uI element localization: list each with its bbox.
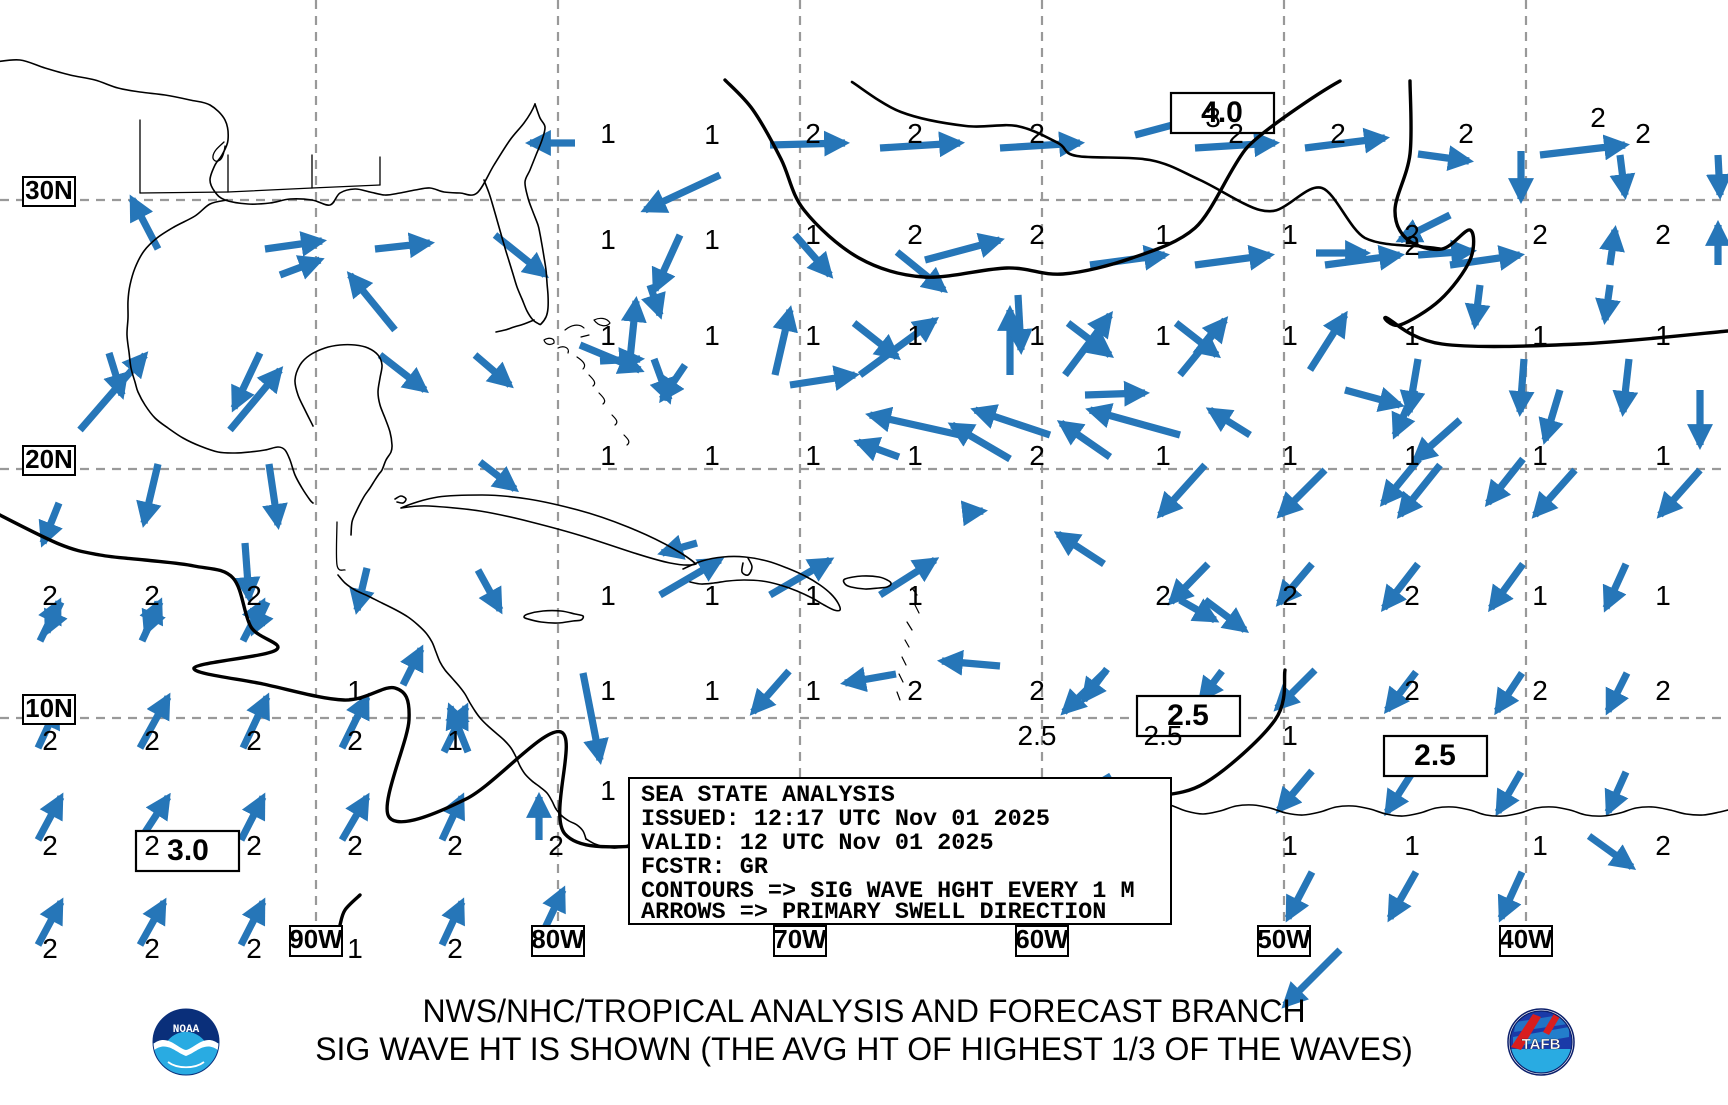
svg-text:2: 2 [42, 933, 58, 964]
svg-text:2: 2 [1029, 219, 1045, 250]
svg-text:2.5: 2.5 [1144, 720, 1183, 751]
svg-text:1: 1 [600, 440, 616, 471]
svg-text:1: 1 [805, 440, 821, 471]
svg-text:1: 1 [1655, 580, 1671, 611]
svg-text:2: 2 [42, 830, 58, 861]
svg-text:1: 1 [1282, 320, 1298, 351]
svg-text:2: 2 [347, 725, 363, 756]
svg-text:1: 1 [1404, 830, 1420, 861]
svg-text:1: 1 [805, 675, 821, 706]
svg-text:2: 2 [1404, 675, 1420, 706]
svg-text:2: 2 [144, 580, 160, 611]
svg-text:1: 1 [805, 219, 821, 250]
svg-text:1: 1 [704, 440, 720, 471]
svg-text:1: 1 [600, 775, 616, 806]
svg-text:1: 1 [907, 440, 923, 471]
svg-text:2: 2 [907, 219, 923, 250]
svg-text:2: 2 [347, 830, 363, 861]
svg-text:2: 2 [144, 725, 160, 756]
svg-text:2: 2 [1029, 675, 1045, 706]
svg-text:1: 1 [347, 933, 363, 964]
svg-text:2: 2 [144, 933, 160, 964]
svg-text:1: 1 [1282, 830, 1298, 861]
svg-text:1: 1 [1155, 440, 1171, 471]
svg-text:90W: 90W [289, 924, 343, 954]
svg-text:20N: 20N [25, 444, 73, 474]
svg-text:TAFB: TAFB [1522, 1036, 1561, 1053]
svg-text:1: 1 [1532, 830, 1548, 861]
svg-text:2: 2 [447, 933, 463, 964]
svg-text:2.5: 2.5 [1018, 720, 1057, 751]
svg-text:2: 2 [1655, 675, 1671, 706]
svg-text:1: 1 [1282, 720, 1298, 751]
svg-text:FCSTR: GR: FCSTR: GR [641, 854, 769, 881]
svg-text:70W: 70W [773, 924, 827, 954]
svg-text:1: 1 [1532, 580, 1548, 611]
svg-text:1: 1 [600, 675, 616, 706]
svg-text:1: 1 [704, 224, 720, 255]
svg-text:1: 1 [907, 580, 923, 611]
svg-text:2: 2 [42, 580, 58, 611]
svg-text:2: 2 [1404, 580, 1420, 611]
svg-text:SIG WAVE HT IS SHOWN (THE AVG: SIG WAVE HT IS SHOWN (THE AVG HT OF HIGH… [315, 1031, 1413, 1067]
svg-text:1: 1 [600, 224, 616, 255]
svg-text:SEA STATE ANALYSIS: SEA STATE ANALYSIS [641, 782, 895, 809]
svg-text:2: 2 [1532, 675, 1548, 706]
svg-text:1: 1 [1655, 440, 1671, 471]
svg-text:2: 2 [1655, 830, 1671, 861]
svg-text:2: 2 [144, 830, 160, 861]
svg-text:80W: 80W [531, 924, 585, 954]
svg-text:2: 2 [805, 118, 821, 149]
svg-text:2: 2 [246, 725, 262, 756]
svg-text:ARROWS => PRIMARY SWELL DIR: ARROWS => PRIMARY SWELL DIRECTION [641, 899, 1106, 926]
svg-text:2: 2 [907, 118, 923, 149]
svg-text:1: 1 [447, 725, 463, 756]
svg-text:1: 1 [704, 580, 720, 611]
svg-text:1: 1 [1029, 320, 1045, 351]
svg-text:2: 2 [1655, 219, 1671, 250]
svg-text:2: 2 [42, 725, 58, 756]
svg-text:2: 2 [1282, 580, 1298, 611]
svg-text:1: 1 [805, 320, 821, 351]
svg-text:1: 1 [1404, 440, 1420, 471]
svg-text:1: 1 [600, 118, 616, 149]
svg-text:50W: 50W [1257, 924, 1311, 954]
svg-text:2: 2 [1532, 219, 1548, 250]
svg-text:NOAA: NOAA [173, 1024, 200, 1036]
svg-text:2: 2 [1590, 102, 1606, 133]
svg-text:2: 2 [1635, 118, 1651, 149]
svg-text:1: 1 [704, 320, 720, 351]
svg-text:30N: 30N [25, 175, 73, 205]
svg-text:1: 1 [907, 320, 923, 351]
svg-text:1: 1 [1282, 219, 1298, 250]
svg-text:1: 1 [1532, 440, 1548, 471]
svg-text:2.5: 2.5 [1414, 739, 1456, 772]
svg-text:3.0: 3.0 [167, 834, 209, 867]
svg-text:2: 2 [447, 830, 463, 861]
svg-text:1: 1 [704, 675, 720, 706]
svg-text:ISSUED: 12:17 UTC Nov 01 2025: ISSUED: 12:17 UTC Nov 01 2025 [641, 806, 1050, 833]
svg-text:2: 2 [1458, 118, 1474, 149]
svg-text:2: 2 [1228, 118, 1244, 149]
svg-text:2: 2 [548, 830, 564, 861]
svg-text:2: 2 [246, 933, 262, 964]
svg-text:2: 2 [1155, 580, 1171, 611]
svg-text:1: 1 [704, 119, 720, 150]
svg-text:2: 2 [246, 580, 262, 611]
svg-text:NWS/NHC/TROPICAL ANALYSIS AND: NWS/NHC/TROPICAL ANALYSIS AND FORECAST B… [422, 993, 1305, 1029]
svg-text:60W: 60W [1015, 924, 1069, 954]
svg-text:10N: 10N [25, 693, 73, 723]
svg-text:1: 1 [1155, 320, 1171, 351]
svg-text:2: 2 [907, 675, 923, 706]
svg-text:2: 2 [1029, 440, 1045, 471]
svg-text:1: 1 [600, 580, 616, 611]
svg-text:3: 3 [1205, 102, 1221, 133]
svg-text:40W: 40W [1499, 924, 1553, 954]
svg-text:2: 2 [1330, 118, 1346, 149]
svg-text:VALID: 12 UTC Nov 01 2025: VALID: 12 UTC Nov 01 2025 [641, 830, 994, 857]
svg-text:1: 1 [1282, 440, 1298, 471]
svg-text:2: 2 [246, 830, 262, 861]
